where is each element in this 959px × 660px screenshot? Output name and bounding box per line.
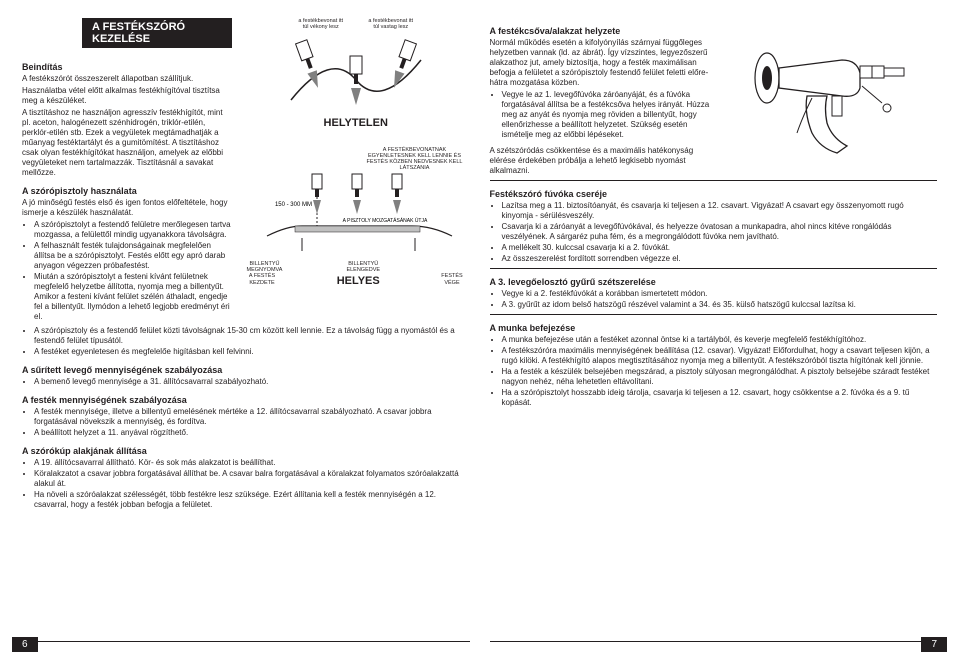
label-right: HELYES bbox=[282, 275, 435, 287]
label-trigger-released: BILLENTYŰ ELENGEDVE bbox=[341, 261, 386, 273]
list-item: Lazítsa meg a 11. biztosítóanyát, és csa… bbox=[502, 201, 938, 221]
page-number-left: 6 bbox=[12, 637, 38, 652]
divider bbox=[490, 314, 938, 315]
list-item: A festék mennyisége, illetve a billentyű… bbox=[34, 407, 470, 427]
list-item: A 19. állítócsavarral állítható. Kör- és… bbox=[34, 458, 470, 468]
finish-list: A munka befejezése után a festéket azonn… bbox=[490, 335, 938, 408]
list-item: Miután a szórópisztolyt a festeni kívánt… bbox=[34, 272, 232, 322]
diagram-top-labels: a festékbevonat itt túl vékony lesz a fe… bbox=[242, 18, 470, 30]
para: A jó minőségű festés első és igen fontos… bbox=[22, 198, 232, 218]
tube-list: Vegye le az 1. levegőfúvóka záróanyáját,… bbox=[490, 90, 720, 140]
heading-startup: Beindítás bbox=[22, 62, 232, 72]
top-columns: A FESTÉKSZÓRÓ KEZELÉSE Beindítás A festé… bbox=[22, 18, 470, 326]
label-paint-end: FESTÉS VÉGE bbox=[435, 273, 470, 287]
gun-illustration bbox=[732, 18, 938, 178]
heading-ring: A 3. levegőelosztó gyűrű szétszerelése bbox=[490, 277, 938, 287]
svg-text:A PISZTOLY MOZGATÁSÁNAK ÚTJA: A PISZTOLY MOZGATÁSÁNAK ÚTJA bbox=[342, 217, 427, 224]
list-item: A festéket egyenletesen és megfelelőe hi… bbox=[34, 347, 470, 357]
footer-rule bbox=[490, 641, 938, 642]
list-item: A festékszóróra maximális mennyiségének … bbox=[502, 346, 938, 366]
list-item: Csavarja ki a záróanyát a levegőfúvókáva… bbox=[502, 222, 938, 242]
list-item: Vegye ki a 2. festékfúvókát a korábban i… bbox=[502, 289, 938, 299]
list-item: Vegye le az 1. levegőfúvóka záróanyáját,… bbox=[502, 90, 720, 140]
label-thin: a festékbevonat itt túl vékony lesz bbox=[296, 18, 346, 30]
paint-qty-list: A festék mennyisége, illetve a billentyű… bbox=[22, 407, 470, 438]
coat-even-label: A FESTÉKBEVONATNAK EGYENLETESNEK KELL LE… bbox=[242, 147, 470, 171]
text-col: A FESTÉKSZÓRÓ KEZELÉSE Beindítás A festé… bbox=[22, 18, 232, 326]
para: Használatba vétel előtt alkalmas festékh… bbox=[22, 86, 232, 106]
list-item: A felhasznált festék tulajdonságainak me… bbox=[34, 241, 232, 271]
list-item: Ha a festék a készülék belsejében megszá… bbox=[502, 367, 938, 387]
air-list: A bemenő levegő mennyisége a 31. állítóc… bbox=[22, 377, 470, 387]
right-text-col: A festékcsőva/alakzat helyzete Normál mű… bbox=[490, 18, 720, 178]
svg-text:150 - 300 MM: 150 - 300 MM bbox=[275, 202, 312, 208]
cone-list: A 19. állítócsavarral állítható. Kör- és… bbox=[22, 458, 470, 510]
heading-tube-pos: A festékcsőva/alakzat helyzete bbox=[490, 26, 720, 36]
ring-list: Vegye ki a 2. festékfúvókát a korábban i… bbox=[490, 289, 938, 310]
list-item: A szórópisztoly és a festendő felület kö… bbox=[34, 326, 470, 346]
heading-cone: A szórókúp alakjának állítása bbox=[22, 446, 470, 456]
usage-list-cont: A szórópisztoly és a festendő felület kö… bbox=[22, 326, 470, 357]
label-trigger-pressed: BILLENTYŰ MEGNYOMVA bbox=[242, 261, 287, 273]
list-item: A beállított helyzet a 11. anyával rögzí… bbox=[34, 428, 470, 438]
nozzle-list: Lazítsa meg a 11. biztosítóanyát, és csa… bbox=[490, 201, 938, 264]
list-item: A bemenő levegő mennyisége a 31. állítóc… bbox=[34, 377, 470, 387]
list-item: Ha növeli a szóróalakzat szélességét, tö… bbox=[34, 490, 470, 510]
heading-air: A sűrített levegő mennyiségének szabályo… bbox=[22, 365, 470, 375]
spray-gun-icon bbox=[732, 18, 922, 173]
label-thick: a festékbevonat itt túl vastag lesz bbox=[366, 18, 416, 30]
usage-list: A szórópisztolyt a festendő felületre me… bbox=[22, 220, 232, 322]
left-page: A FESTÉKSZÓRÓ KEZELÉSE Beindítás A festé… bbox=[0, 0, 480, 660]
main-banner: A FESTÉKSZÓRÓ KEZELÉSE bbox=[82, 18, 232, 48]
divider bbox=[490, 268, 938, 269]
para: A festékszórót összeszerelt állapotban s… bbox=[22, 74, 232, 84]
list-item: Köralakzatot a csavar jobbra forgatásáva… bbox=[34, 469, 470, 489]
list-item: Ha a szórópisztolyt hosszabb ideig tárol… bbox=[502, 388, 938, 408]
para: Normál működés esetén a kifolyónyílás sz… bbox=[490, 38, 720, 88]
diagram-col: a festékbevonat itt túl vékony lesz a fe… bbox=[242, 18, 470, 326]
heading-nozzle: Festékszóró fúvóka cseréje bbox=[490, 189, 938, 199]
para: A szétszóródás csökkentése és a maximáli… bbox=[490, 146, 720, 176]
label-paint-start: A FESTÉS KEZDETE bbox=[242, 273, 282, 287]
right-page: A festékcsőva/alakzat helyzete Normál mű… bbox=[480, 0, 959, 660]
footer-rule bbox=[22, 641, 470, 642]
list-item: A mellékelt 30. kulccsal csavarja ki a 2… bbox=[502, 243, 938, 253]
diagram-right: 150 - 300 MM A PISZTOLY MOZGATÁSÁNAK ÚTJ… bbox=[257, 171, 457, 261]
spread: A FESTÉKSZÓRÓ KEZELÉSE Beindítás A festé… bbox=[0, 0, 959, 660]
list-item: A munka befejezése után a festéket azonn… bbox=[502, 335, 938, 345]
divider bbox=[490, 180, 938, 181]
list-item: A szórópisztolyt a festendő felületre me… bbox=[34, 220, 232, 240]
heading-usage: A szórópisztoly használata bbox=[22, 186, 232, 196]
diagram-wrong bbox=[281, 30, 431, 115]
list-item: Az összeszerelést fordított sorrendben v… bbox=[502, 254, 938, 264]
heading-paint-qty: A festék mennyiségének szabályozása bbox=[22, 395, 470, 405]
page-number-right: 7 bbox=[921, 637, 947, 652]
para: A tisztításhoz ne használjon agresszív f… bbox=[22, 108, 232, 178]
label-wrong: HELYTELEN bbox=[242, 117, 470, 129]
heading-finish: A munka befejezése bbox=[490, 323, 938, 333]
list-item: A 3. gyűrűt az idom belső hatszögű részé… bbox=[502, 300, 938, 310]
